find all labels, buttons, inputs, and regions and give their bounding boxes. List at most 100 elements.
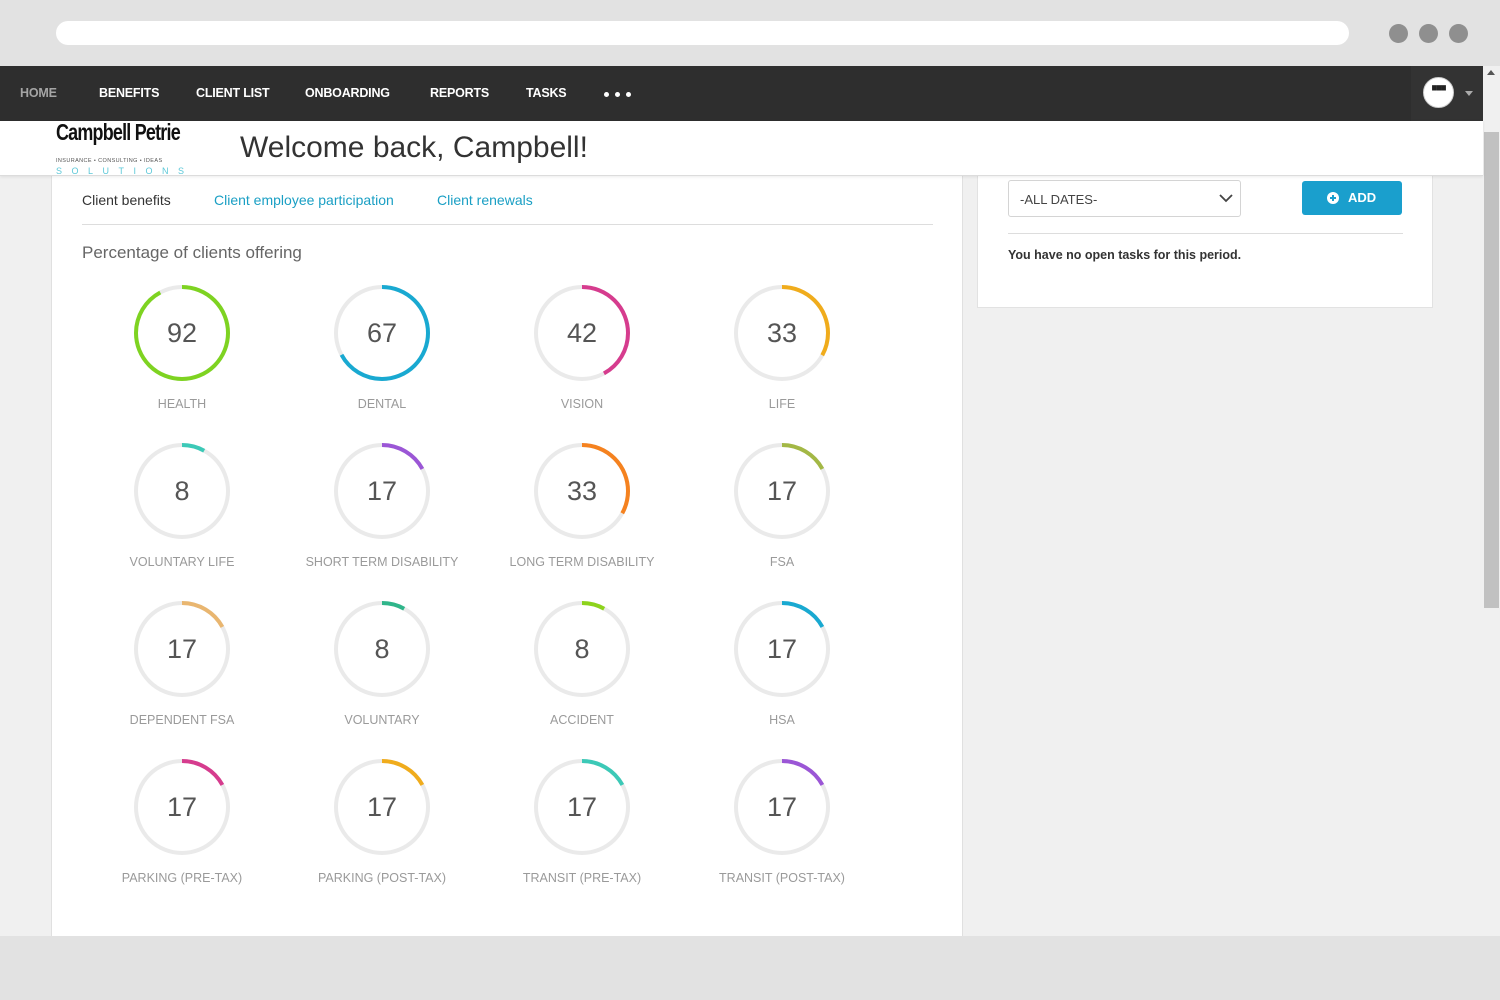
top-navigation: HOME BENEFITS CLIENT LIST ONBOARDING REP… xyxy=(0,66,1483,121)
nav-home[interactable]: HOME xyxy=(20,86,57,100)
nav-tasks[interactable]: TASKS xyxy=(526,86,567,100)
gauge-value: 17 xyxy=(366,476,398,506)
nav-onboarding[interactable]: ONBOARDING xyxy=(305,86,390,100)
benefit-gauge: 17 HSA xyxy=(692,599,872,739)
gauge-label: ACCIDENT xyxy=(550,713,614,727)
more-menu-icon[interactable] xyxy=(604,92,631,97)
gauge-value: 92 xyxy=(166,318,198,348)
gauge-label: LIFE xyxy=(768,397,796,411)
gauge-ring xyxy=(534,601,630,697)
nav-client-list[interactable]: CLIENT LIST xyxy=(196,86,270,100)
tasks-panel: -ALL DATES- ADD You have no open tasks f… xyxy=(977,176,1433,308)
gauge-arc xyxy=(534,759,630,855)
benefit-gauge: 17 SHORT TERM DISABILITY xyxy=(292,441,472,581)
window-control-dot[interactable] xyxy=(1389,24,1408,43)
logo-tagline: INSURANCE • CONSULTING • IDEAS xyxy=(56,158,163,164)
avatar[interactable]: ▆▆▆ xyxy=(1423,77,1454,108)
add-task-button[interactable]: ADD xyxy=(1302,181,1402,215)
gauge-ring xyxy=(134,601,230,697)
gauge-ring xyxy=(334,759,430,855)
gauge-ring xyxy=(734,285,830,381)
gauge-value: 17 xyxy=(566,792,598,822)
date-filter-value: -ALL DATES- xyxy=(1020,192,1098,207)
gauge-label: HSA xyxy=(769,713,795,727)
gauge-ring xyxy=(734,601,830,697)
benefit-gauge: 17 TRANSIT (POST-TAX) xyxy=(692,757,872,897)
gauge-arc xyxy=(534,443,630,539)
gauge-value: 17 xyxy=(766,792,798,822)
tab-client-renewals[interactable]: Client renewals xyxy=(437,192,533,208)
address-bar[interactable] xyxy=(56,21,1349,45)
gauge-value: 8 xyxy=(174,476,190,506)
benefit-gauge: 8 VOLUNTARY xyxy=(292,599,472,739)
window-control-dot[interactable] xyxy=(1419,24,1438,43)
benefit-gauge: 17 PARKING (PRE-TAX) xyxy=(92,757,272,897)
gauge-value: 67 xyxy=(366,318,398,348)
empty-tasks-message: You have no open tasks for this period. xyxy=(1008,248,1242,262)
gauge-label: HEALTH xyxy=(157,397,207,411)
benefit-gauge: 17 FSA xyxy=(692,441,872,581)
gauge-ring xyxy=(534,759,630,855)
logo-solutions: SOLUTIONS xyxy=(56,166,194,176)
nav-benefits[interactable]: BENEFITS xyxy=(99,86,160,100)
tab-divider xyxy=(82,224,933,225)
gauge-label: VOLUNTARY LIFE xyxy=(129,555,235,569)
gauge-arc xyxy=(534,285,630,381)
gauge-label: DEPENDENT FSA xyxy=(129,713,235,727)
benefit-gauge: 17 PARKING (POST-TAX) xyxy=(292,757,472,897)
nav-reports[interactable]: REPORTS xyxy=(430,86,490,100)
caret-down-icon[interactable] xyxy=(1465,91,1473,96)
date-filter-select[interactable]: -ALL DATES- xyxy=(1008,180,1241,217)
benefit-gauge: 92 HEALTH xyxy=(92,283,272,423)
benefit-gauge: 33 LIFE xyxy=(692,283,872,423)
scrollbar[interactable] xyxy=(1483,66,1500,936)
gauge-label: LONG TERM DISABILITY xyxy=(509,555,655,569)
benefit-gauge: 8 ACCIDENT xyxy=(492,599,672,739)
gauge-arc xyxy=(734,759,830,855)
plus-circle-icon xyxy=(1327,192,1339,204)
scroll-thumb[interactable] xyxy=(1484,132,1499,608)
gauge-arc xyxy=(534,601,630,697)
gauge-value: 33 xyxy=(766,318,798,348)
gauge-value: 17 xyxy=(366,792,398,822)
benefit-gauge: 42 VISION xyxy=(492,283,672,423)
benefit-gauge: 33 LONG TERM DISABILITY xyxy=(492,441,672,581)
gauge-ring xyxy=(134,285,230,381)
gauge-ring xyxy=(334,601,430,697)
tab-client-employee-participation[interactable]: Client employee participation xyxy=(214,192,394,208)
gauge-arc xyxy=(734,285,830,381)
page-viewport: HOME BENEFITS CLIENT LIST ONBOARDING REP… xyxy=(0,66,1500,936)
gauge-value: 33 xyxy=(566,476,598,506)
tab-client-benefits[interactable]: Client benefits xyxy=(82,192,171,208)
gauge-label: TRANSIT (POST-TAX) xyxy=(719,871,845,885)
gauge-label: DENTAL xyxy=(357,397,407,411)
benefit-gauge: 67 DENTAL xyxy=(292,283,472,423)
gauge-arc xyxy=(734,443,830,539)
gauge-arc xyxy=(334,285,430,381)
gauge-value: 8 xyxy=(574,634,590,664)
scroll-up-icon[interactable] xyxy=(1487,70,1495,75)
logo-name: Campbell Petrie xyxy=(56,119,181,145)
gauge-ring xyxy=(734,443,830,539)
gauge-ring xyxy=(534,443,630,539)
gauge-ring xyxy=(734,759,830,855)
add-button-label: ADD xyxy=(1348,190,1377,205)
avatar-logo-icon: ▆▆▆ xyxy=(1432,85,1446,91)
gauge-arc xyxy=(334,443,430,539)
gauge-value: 17 xyxy=(766,476,798,506)
gauge-arc xyxy=(334,601,430,697)
benefit-gauge: 17 DEPENDENT FSA xyxy=(92,599,272,739)
user-menu[interactable]: ▆▆▆ xyxy=(1411,66,1483,121)
gauge-arc xyxy=(134,443,230,539)
gauge-value: 42 xyxy=(566,318,598,348)
section-title: Percentage of clients offering xyxy=(82,243,302,262)
gauge-arc xyxy=(134,285,230,381)
divider xyxy=(1008,233,1403,234)
gauge-label: TRANSIT (PRE-TAX) xyxy=(522,871,642,885)
gauge-arc xyxy=(334,759,430,855)
window-control-dot[interactable] xyxy=(1449,24,1468,43)
gauge-arc xyxy=(134,759,230,855)
gauge-ring xyxy=(534,285,630,381)
gauge-arc xyxy=(734,601,830,697)
company-logo[interactable]: Campbell Petrie INSURANCE • CONSULTING •… xyxy=(56,119,188,176)
